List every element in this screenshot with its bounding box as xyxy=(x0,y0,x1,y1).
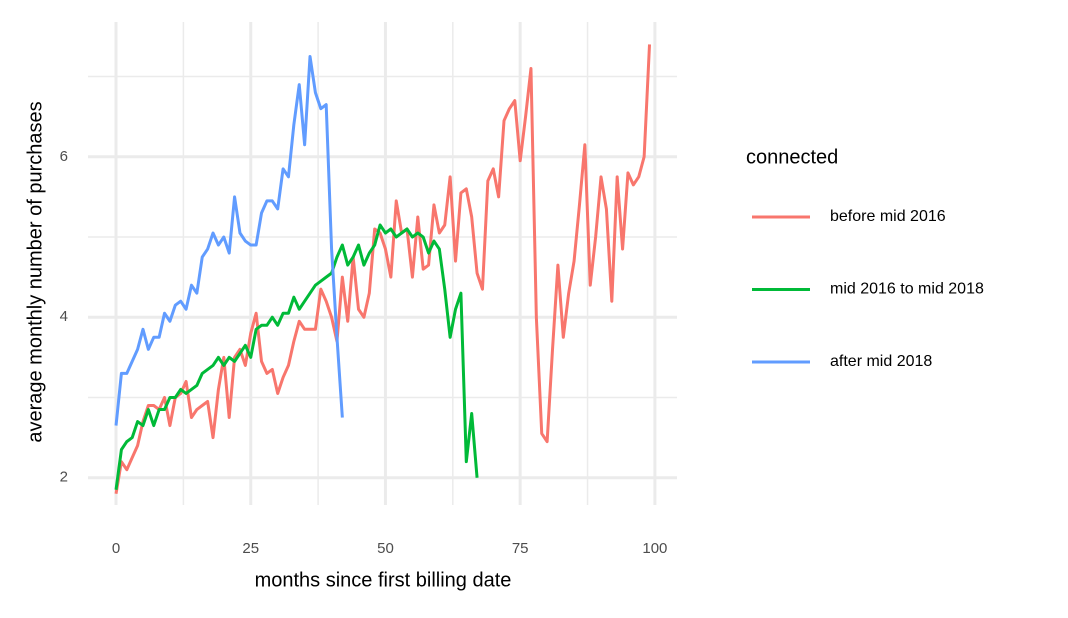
x-tick-label: 50 xyxy=(377,540,394,557)
y-axis-title: average monthly number of purchases xyxy=(24,101,46,442)
x-tick-label: 25 xyxy=(242,540,259,557)
y-tick-label: 2 xyxy=(60,469,68,486)
y-tick-label: 6 xyxy=(60,148,68,165)
x-tick-label: 100 xyxy=(642,540,667,557)
series-line xyxy=(114,44,652,495)
series-line xyxy=(114,55,344,426)
x-tick-label: 0 xyxy=(112,540,120,557)
x-axis-title: months since first billing date xyxy=(255,569,512,591)
legend-label: before mid 2016 xyxy=(830,208,946,225)
legend-title: connected xyxy=(746,146,838,168)
y-tick-label: 4 xyxy=(60,308,68,325)
legend-label: mid 2016 to mid 2018 xyxy=(830,281,984,298)
series-line xyxy=(114,223,479,490)
x-tick-label: 75 xyxy=(512,540,529,557)
legend-label: after mid 2018 xyxy=(830,353,932,370)
